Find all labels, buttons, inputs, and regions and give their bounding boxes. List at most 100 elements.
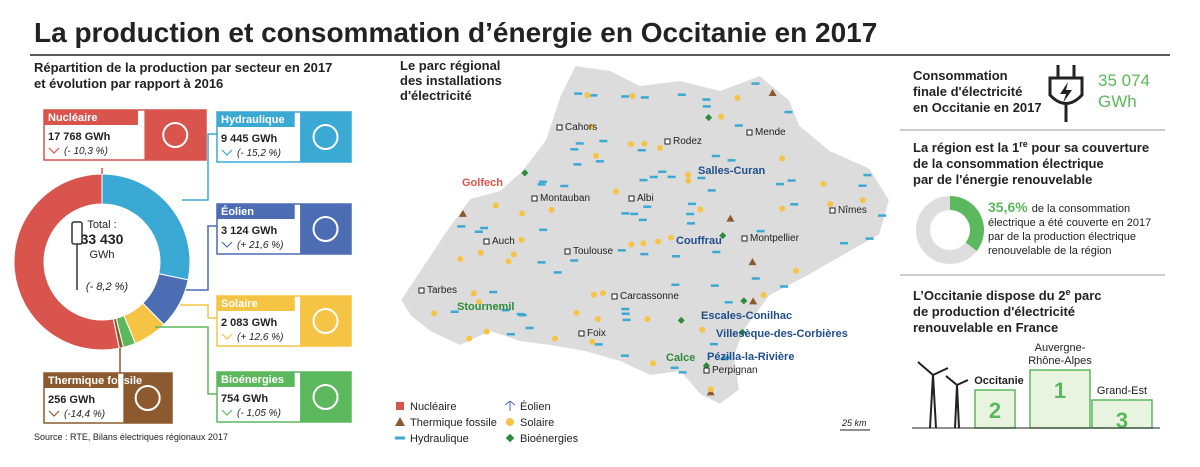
solar-marker <box>551 335 558 342</box>
site-name: Stournemil <box>457 301 514 313</box>
thermal-marker <box>749 297 758 305</box>
hydro-marker <box>621 212 630 215</box>
city-marker <box>578 330 585 337</box>
hydro-marker <box>575 142 584 145</box>
coverage-text: renouvelable de la région <box>988 245 1112 257</box>
total-change: (- 8,2 %) <box>86 281 129 293</box>
city-name: Tarbes <box>427 285 457 296</box>
solar-marker <box>584 92 591 99</box>
coverage-title-part: pour sa couverture <box>1028 140 1149 155</box>
site-name: Salles-Curan <box>698 165 766 177</box>
box-icon-bg <box>300 112 351 162</box>
hydro-marker <box>721 356 730 359</box>
box-icon <box>312 384 339 410</box>
solar-marker <box>685 177 692 184</box>
hydro-marker <box>710 284 719 287</box>
sector-value: 9 445 GWh <box>221 133 278 145</box>
solar-marker <box>792 267 799 274</box>
sector-name: Hydraulique <box>221 114 285 126</box>
hydro-marker <box>570 259 579 262</box>
bio-marker <box>738 328 746 336</box>
solar-marker <box>590 291 597 298</box>
hydro-marker <box>574 92 583 95</box>
hydro-marker <box>617 249 626 252</box>
solar-marker <box>518 236 525 243</box>
site-name: Villesèque-des-Corbières <box>716 328 848 340</box>
donut-segment <box>950 196 984 252</box>
coverage-title: par de l'énergie renouvelable <box>913 172 1092 187</box>
coverage-title-part: par de l'énergie renouvelable <box>913 172 1092 187</box>
solar-marker <box>510 251 517 258</box>
hydro-marker <box>640 96 649 99</box>
city-name: Montpellier <box>750 233 800 244</box>
hydro-marker <box>702 98 711 101</box>
hydro-marker <box>474 230 483 233</box>
site-name: Golfech <box>462 177 503 189</box>
sector-value: 3 124 GWh <box>221 225 278 237</box>
solar-marker <box>477 249 484 256</box>
hydro-marker <box>790 203 799 206</box>
thermal-marker <box>458 209 467 217</box>
hydro-marker <box>537 183 546 186</box>
coverage-title-part: La région est la 1 <box>913 140 1019 155</box>
box-icon-bg <box>144 110 206 160</box>
consumption-unit: GWh <box>1098 92 1137 111</box>
bio-marker <box>521 169 529 177</box>
total-label: Total : <box>87 219 116 231</box>
hydro-marker <box>751 277 760 280</box>
hydro-marker <box>480 226 489 230</box>
thermal-marker <box>768 89 777 97</box>
city-marker <box>664 138 671 145</box>
hydro-marker <box>506 332 515 336</box>
solar-marker <box>640 240 647 247</box>
hydro-marker <box>589 94 598 97</box>
source: Source : RTE, Bilans électriques régiona… <box>34 432 228 442</box>
coverage-text: par de la production électrique <box>988 231 1136 243</box>
solar-marker <box>594 316 601 323</box>
hydro-marker <box>711 154 720 158</box>
solar-marker <box>589 338 596 345</box>
hydro-marker <box>697 176 706 180</box>
hydro-marker <box>630 212 639 216</box>
solar-marker <box>655 238 662 245</box>
hydro-marker <box>638 218 647 222</box>
hydro-marker <box>658 170 667 173</box>
map-title: des installations <box>400 73 502 88</box>
solar-marker <box>627 141 634 148</box>
hydro-marker <box>727 159 736 162</box>
hydro-marker <box>670 366 679 370</box>
sector-value: 754 GWh <box>221 393 268 405</box>
hydro-marker <box>672 254 681 258</box>
city-name: Carcassonne <box>620 291 679 302</box>
site-name: Pézilla-la-Rivière <box>707 351 794 363</box>
hydro-marker <box>678 371 687 374</box>
connector <box>186 225 217 291</box>
solar-marker <box>548 206 555 213</box>
legend-label: Thermique fossile <box>410 417 497 429</box>
city-marker <box>483 238 490 245</box>
city-marker <box>564 248 571 255</box>
hydro-marker <box>620 354 629 357</box>
legend-symbol <box>395 436 405 440</box>
hydro-marker <box>686 222 695 225</box>
hydro-marker <box>450 310 459 313</box>
hydro-marker <box>599 139 608 143</box>
total-value: 33 430 <box>81 231 124 247</box>
coverage-title-part: de la consommation électrique <box>913 156 1104 171</box>
thermal-marker <box>726 214 735 222</box>
hydro-marker <box>622 318 631 322</box>
sector-name: Nucléaire <box>48 112 98 124</box>
legend-label: Solaire <box>520 417 554 429</box>
solar-marker <box>588 123 595 130</box>
solar-marker <box>734 94 741 101</box>
podium-step <box>1029 369 1091 429</box>
ranking-title-part: renouvelable en France <box>913 320 1058 335</box>
trend-arrow <box>48 147 60 154</box>
donut-segment <box>112 317 125 349</box>
hydro-marker <box>720 357 729 361</box>
solar-marker <box>718 113 725 120</box>
hydro-marker <box>878 214 887 217</box>
hydro-marker <box>595 160 604 163</box>
site-name: Calce <box>666 352 695 364</box>
hydro-marker <box>621 307 630 311</box>
